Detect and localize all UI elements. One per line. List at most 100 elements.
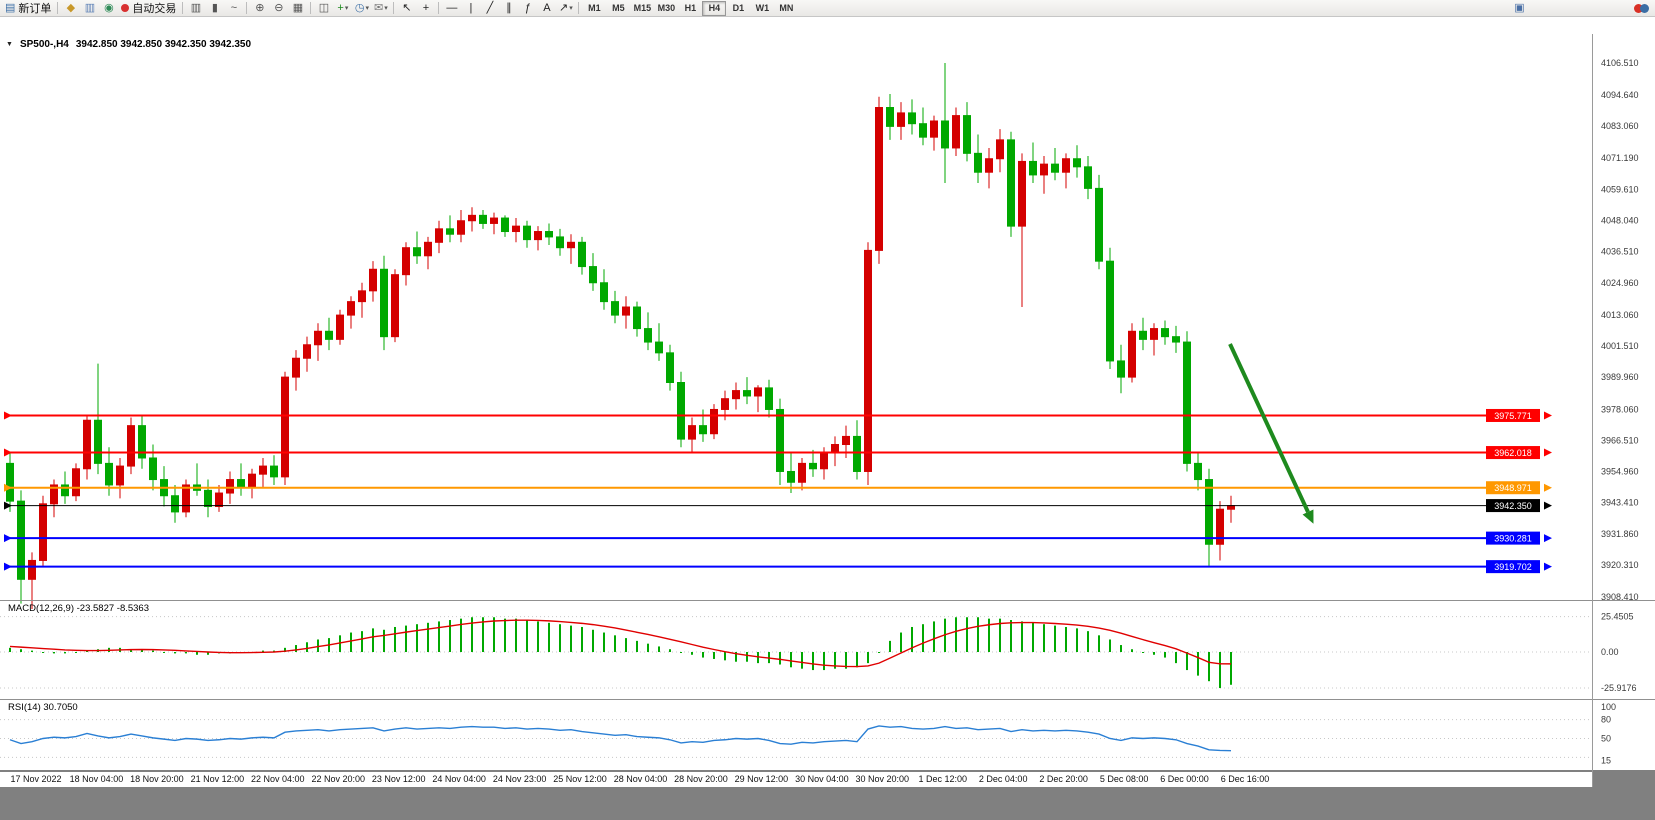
- new-order-button-label: 新订单: [18, 3, 52, 15]
- price-badge-label: 3942.350: [1494, 501, 1532, 511]
- macd-histogram-bar: [383, 629, 385, 652]
- candle: [842, 435, 850, 446]
- new-chart-icon[interactable]: + ▾: [333, 1, 352, 16]
- macd-indicator-panel[interactable]: 25.4505 0.00 -25.9176: [0, 600, 1655, 699]
- macd-histogram-bar: [713, 652, 715, 659]
- macd-histogram-bar: [1153, 652, 1155, 655]
- macd-histogram-bar: [460, 618, 462, 652]
- line-left-marker-icon: [4, 501, 12, 510]
- candle: [391, 274, 399, 338]
- timeframe-m30-button[interactable]: M30: [654, 1, 678, 16]
- new-order-button[interactable]: ▤ 新订单: [2, 1, 54, 16]
- community-icon[interactable]: [1629, 1, 1653, 16]
- candle: [1095, 187, 1103, 262]
- community-blue-dot-icon: [1639, 3, 1649, 13]
- timeframe-m15-button[interactable]: M15: [630, 1, 654, 16]
- macd-histogram-bar: [878, 652, 880, 653]
- time-axis-label: 18 Nov 04:00: [69, 774, 124, 784]
- fibonacci-icon[interactable]: ƒ: [518, 1, 537, 16]
- chart-symbol-period: SP500-,H4: [19, 39, 69, 50]
- zoom-out-icon[interactable]: ⊖: [269, 1, 288, 16]
- time-axis[interactable]: 17 Nov 2022 18 Nov 04:00 18 Nov 20:00 21 No…: [0, 772, 1592, 787]
- crosshair-icon[interactable]: +: [416, 1, 435, 16]
- candle: [600, 282, 608, 303]
- candle: [6, 462, 14, 502]
- timeframe-h1-button[interactable]: H1: [678, 1, 702, 16]
- macd-histogram-bar: [724, 652, 726, 661]
- horizontal-line-icon[interactable]: —: [442, 1, 461, 16]
- profiles-icon[interactable]: ◆: [61, 1, 80, 16]
- macd-histogram-bar: [669, 649, 671, 652]
- cursor-icon[interactable]: ↖: [397, 1, 416, 16]
- candle: [534, 231, 542, 241]
- arrows-icon[interactable]: ↗ ▾: [556, 1, 575, 16]
- candle: [754, 387, 762, 397]
- macd-histogram-bar: [867, 652, 869, 664]
- candle: [501, 217, 509, 233]
- candle: [435, 228, 443, 243]
- macd-histogram-bar: [427, 622, 429, 652]
- timeframe-h4-button[interactable]: H4: [702, 0, 727, 16]
- macd-histogram-bar: [361, 631, 363, 652]
- data-window-icon[interactable]: ◉: [99, 1, 118, 16]
- candle: [413, 247, 421, 257]
- candle: [215, 492, 223, 508]
- rsi-indicator-panel[interactable]: 100 80 50 15: [0, 699, 1655, 772]
- trendline-icon[interactable]: ╱: [480, 1, 499, 16]
- vertical-line-icon[interactable]: |: [461, 1, 480, 16]
- candlestick-chart-icon[interactable]: ▮: [205, 1, 224, 16]
- time-axis-label: 2 Dec 20:00: [1039, 774, 1088, 784]
- candle: [1007, 139, 1015, 227]
- rsi-axis-label: 80: [1601, 715, 1611, 725]
- text-icon[interactable]: A: [537, 1, 556, 16]
- macd-histogram-bar: [64, 652, 66, 654]
- zoom-in-icon[interactable]: ⊕: [250, 1, 269, 16]
- macd-histogram-bar: [911, 626, 913, 652]
- timeframe-mn-button[interactable]: MN: [774, 1, 798, 16]
- macd-histogram-bar: [372, 628, 374, 652]
- macd-histogram-bar: [900, 632, 902, 652]
- crosshair-icon: +: [422, 1, 430, 14]
- chart-search-icon[interactable]: ▣: [1510, 1, 1529, 16]
- candle: [721, 398, 729, 410]
- grid-icon[interactable]: ▦: [288, 1, 307, 16]
- candle: [61, 484, 69, 497]
- timeframe-m1-button[interactable]: M1: [582, 1, 606, 16]
- timeframe-m5-button[interactable]: M5: [606, 1, 630, 16]
- candle: [17, 500, 25, 580]
- price-axis-label: 4059.610: [1601, 184, 1639, 194]
- templates-icon[interactable]: ✉ ▾: [371, 1, 390, 16]
- candle: [974, 152, 982, 173]
- macd-histogram-bar: [636, 640, 638, 652]
- macd-histogram-bar: [152, 650, 154, 652]
- candle: [831, 444, 839, 454]
- candle: [1172, 336, 1180, 343]
- line-chart-icon[interactable]: ~: [224, 1, 243, 16]
- templates-icon: ✉: [374, 1, 384, 14]
- time-axis-label: 6 Dec 16:00: [1220, 774, 1270, 784]
- bar-chart-icon[interactable]: ▥: [186, 1, 205, 16]
- timeframe-d1-button[interactable]: D1: [726, 1, 750, 16]
- fibonacci-icon: ƒ: [524, 1, 531, 14]
- channel-icon[interactable]: ∥: [499, 1, 518, 16]
- chart-title: ▼ SP500-,H4 3942.850 3942.850 3942.350 3…: [6, 39, 251, 50]
- candle: [259, 465, 267, 475]
- autotrading-button[interactable]: 自动交易: [118, 1, 179, 16]
- timeframe-w1-button[interactable]: W1: [750, 1, 774, 16]
- time-axis-label: 23 Nov 12:00: [371, 774, 426, 784]
- trend-arrow[interactable]: [1228, 343, 1310, 513]
- horizontal-line-icon: —: [446, 1, 458, 14]
- candle: [237, 479, 245, 489]
- price-axis-label: 3943.410: [1601, 498, 1639, 508]
- main-price-chart[interactable]: 4106.510 4094.640 4083.060 4071.190 4059.610…: [0, 34, 1655, 609]
- tile-windows-icon[interactable]: ◫: [314, 1, 333, 16]
- market-watch-icon[interactable]: ▥: [80, 1, 99, 16]
- time-axis-label: 1 Dec 12:00: [918, 774, 968, 784]
- community-red-dot-icon: [1633, 3, 1643, 13]
- price-axis-label: 3908.410: [1601, 592, 1639, 602]
- price-badge-label: 3975.771: [1494, 411, 1532, 421]
- period-clock-icon[interactable]: ◷ ▾: [352, 1, 371, 16]
- candle: [182, 484, 190, 513]
- chart-dropdown-icon[interactable]: ▼: [6, 41, 13, 48]
- candle: [699, 425, 707, 435]
